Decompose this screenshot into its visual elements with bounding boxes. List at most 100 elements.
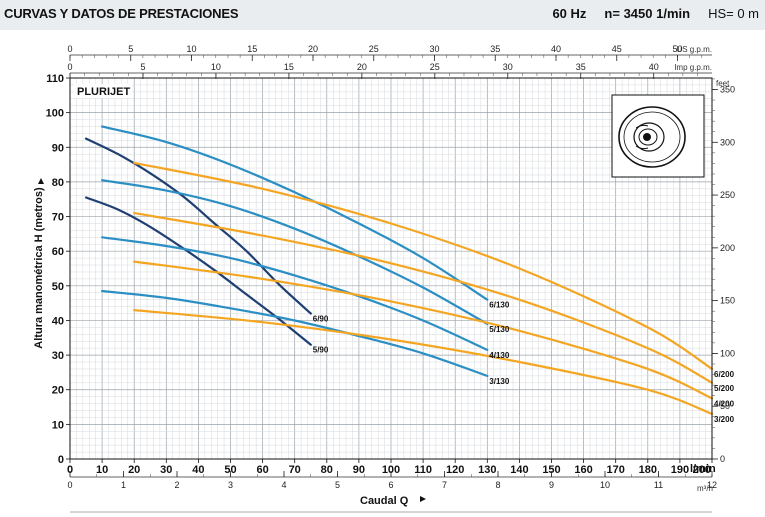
x-axis-arrow-icon bbox=[420, 496, 426, 502]
secondary-tick-label: 10 bbox=[211, 62, 221, 72]
x-tick-label: 90 bbox=[353, 464, 365, 476]
secondary-tick-label: 40 bbox=[551, 44, 561, 54]
y-axis-arrow-icon bbox=[38, 178, 44, 184]
y-tick-label: 70 bbox=[52, 212, 64, 224]
x-tick-label: 150 bbox=[542, 464, 560, 476]
secondary-tick-label: 6 bbox=[388, 480, 393, 490]
x-tick-label: 80 bbox=[321, 464, 333, 476]
y-tick-label: 20 bbox=[52, 385, 64, 397]
x-tick-label: 130 bbox=[478, 464, 496, 476]
curve-5-200 bbox=[133, 212, 714, 384]
x-tick-label: 10 bbox=[96, 464, 108, 476]
top-imp-ticks: 0 5 10 15 20 25 30 35 40 bbox=[67, 62, 698, 79]
secondary-tick-label: 10 bbox=[186, 44, 196, 54]
y-tick-label: 50 bbox=[52, 281, 64, 293]
secondary-tick-label: 45 bbox=[612, 44, 622, 54]
feet-axis-ticks: 0 50 100 150 200 250 300 350 bbox=[712, 78, 735, 464]
curve-6-130 bbox=[101, 125, 489, 301]
feet-tick-label: 150 bbox=[720, 296, 735, 306]
chart-title: PLURIJET bbox=[77, 86, 130, 98]
secondary-tick-label: 0 bbox=[67, 62, 72, 72]
secondary-tick-label: 30 bbox=[429, 44, 439, 54]
y-axis-ticks: 0 10 20 30 40 50 60 70 80 90 100 110 bbox=[46, 73, 70, 466]
y-tick-label: 10 bbox=[52, 419, 64, 431]
curve-6-200 bbox=[133, 161, 714, 370]
imp-gpm-unit: Imp g.p.m. bbox=[674, 63, 712, 72]
y-tick-label: 110 bbox=[46, 73, 64, 85]
us-gpm-unit: US g.p.m. bbox=[676, 45, 712, 54]
hs-label: HS= 0 m bbox=[708, 6, 759, 21]
secondary-tick-label: 9 bbox=[549, 480, 554, 490]
x-tick-label: 70 bbox=[289, 464, 301, 476]
secondary-tick-label: 25 bbox=[430, 62, 440, 72]
y-tick-label: 60 bbox=[52, 246, 64, 258]
brand-box bbox=[74, 84, 132, 98]
secondary-tick-label: 7 bbox=[442, 480, 447, 490]
secondary-tick-label: 11 bbox=[654, 480, 663, 490]
x-tick-label: 160 bbox=[574, 464, 592, 476]
secondary-tick-label: 5 bbox=[335, 480, 340, 490]
curves bbox=[84, 125, 714, 416]
secondary-tick-label: 50 bbox=[672, 44, 682, 54]
x-tick-label: 60 bbox=[256, 464, 268, 476]
pump-impeller-icon bbox=[611, 94, 705, 178]
x-tick-label: 140 bbox=[510, 464, 528, 476]
curve-label: 5/200 bbox=[714, 384, 735, 393]
y-tick-label: 100 bbox=[46, 108, 64, 120]
curve-5-130 bbox=[101, 179, 489, 325]
feet-tick-label: 200 bbox=[720, 243, 735, 253]
x-axis-ticks: 0 10 20 30 40 50 60 70 80 90 100 110 120 130 140 150 160… bbox=[67, 459, 713, 476]
x-tick-label: 30 bbox=[160, 464, 172, 476]
secondary-tick-label: 20 bbox=[357, 62, 367, 72]
y-tick-label: 30 bbox=[52, 350, 64, 362]
secondary-tick-label: 30 bbox=[503, 62, 513, 72]
secondary-tick-label: 15 bbox=[247, 44, 257, 54]
m3h-unit: m³/h bbox=[697, 484, 713, 493]
secondary-tick-label: 5 bbox=[128, 44, 133, 54]
curve-label: 6/90 bbox=[313, 315, 329, 324]
secondary-tick-label: 35 bbox=[576, 62, 586, 72]
x-tick-label: 180 bbox=[639, 464, 657, 476]
y-tick-label: 40 bbox=[52, 315, 64, 327]
x-tick-label: 100 bbox=[382, 464, 400, 476]
secondary-tick-label: 40 bbox=[649, 62, 659, 72]
curve-label: 3/130 bbox=[489, 377, 510, 386]
speed-label: n= 3450 1/min bbox=[604, 6, 691, 21]
secondary-tick-label: 15 bbox=[284, 62, 294, 72]
curve-4-130 bbox=[101, 236, 489, 351]
secondary-tick-label: 5 bbox=[140, 62, 145, 72]
y-tick-label: 80 bbox=[52, 177, 64, 189]
y-axis-title: Altura manométrica H (metros) bbox=[33, 187, 45, 349]
secondary-tick-label: 0 bbox=[67, 44, 72, 54]
x-tick-label: 40 bbox=[192, 464, 204, 476]
secondary-tick-label: 20 bbox=[308, 44, 318, 54]
x-unit: l/min bbox=[690, 463, 716, 475]
secondary-tick-label: 25 bbox=[369, 44, 379, 54]
secondary-tick-label: 1 bbox=[121, 480, 126, 490]
feet-unit: feet bbox=[716, 79, 730, 88]
x-tick-label: 170 bbox=[607, 464, 625, 476]
curve-label: 6/200 bbox=[714, 370, 735, 379]
x-tick-label: 20 bbox=[128, 464, 140, 476]
curve-label: 3/200 bbox=[714, 415, 735, 424]
x-tick-label: 190 bbox=[671, 464, 689, 476]
feet-tick-label: 350 bbox=[720, 84, 735, 94]
x-tick-label: 120 bbox=[446, 464, 464, 476]
curve-label: 4/200 bbox=[714, 399, 735, 408]
feet-tick-label: 250 bbox=[720, 190, 735, 200]
secondary-tick-label: 12 bbox=[707, 480, 717, 490]
frequency-label: 60 Hz bbox=[552, 6, 587, 21]
feet-tick-label: 50 bbox=[720, 401, 730, 411]
y-tick-label: 90 bbox=[52, 142, 64, 154]
secondary-tick-label: 2 bbox=[174, 480, 179, 490]
secondary-tick-label: 8 bbox=[495, 480, 500, 490]
x-tick-label: 110 bbox=[414, 464, 432, 476]
x-axis-title: Caudal Q bbox=[360, 495, 409, 507]
curve-3-200 bbox=[133, 309, 714, 416]
curve-label: 5/90 bbox=[313, 346, 329, 355]
secondary-tick-label: 3 bbox=[228, 480, 233, 490]
header-bar: CURVAS Y DATOS DE PRESTACIONES 60 Hz n= 3… bbox=[0, 0, 765, 30]
feet-tick-label: 0 bbox=[720, 454, 725, 464]
top-us-ticks: 0 5 10 15 20 25 30 35 40 45 50 bbox=[67, 44, 703, 61]
